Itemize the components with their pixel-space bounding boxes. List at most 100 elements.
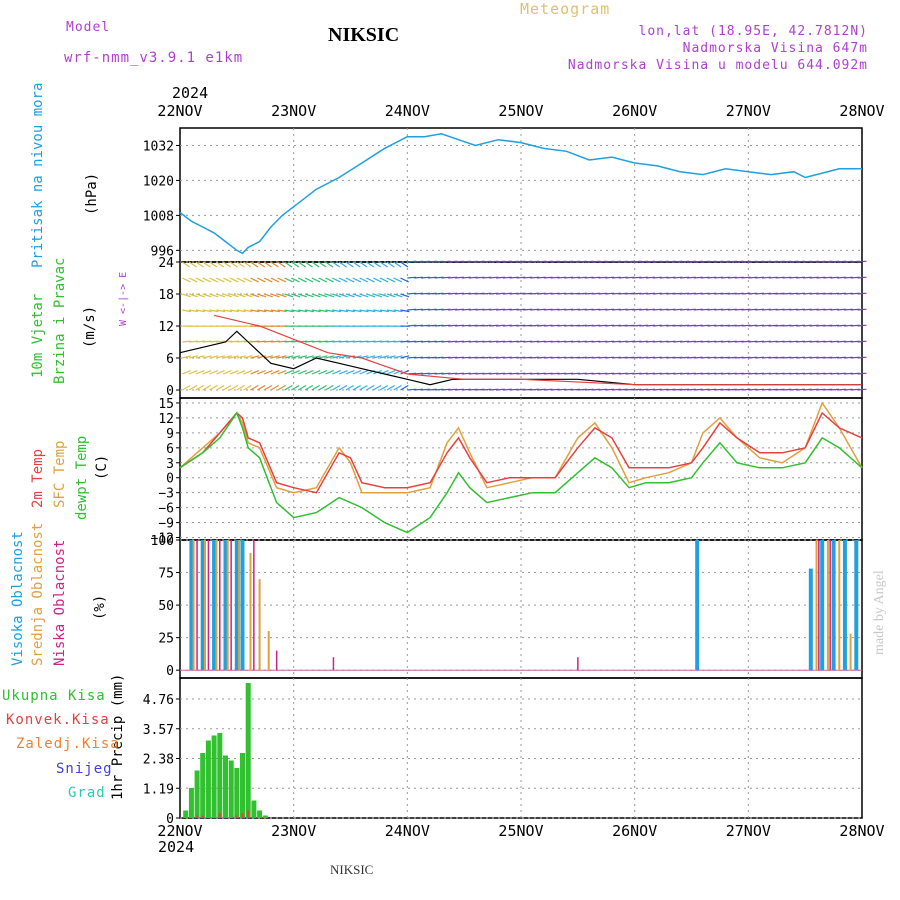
wind-barb: [530, 308, 540, 311]
wind-barb: [304, 355, 314, 359]
wind-barb: [325, 277, 334, 283]
wind-barb: [414, 388, 424, 391]
wind-barb: [557, 308, 567, 311]
wind-barb: [686, 372, 696, 375]
wind-barb: [311, 277, 321, 283]
wind-barb: [366, 261, 375, 268]
wind-barb: [209, 293, 219, 298]
wind-barb: [448, 372, 458, 375]
wind-barb: [816, 388, 826, 391]
wind-barb: [495, 388, 506, 391]
wind-barb: [639, 308, 649, 311]
wind-barb: [536, 324, 546, 327]
wind-barb: [830, 276, 840, 279]
wind-barb: [543, 324, 553, 327]
wind-barb: [632, 356, 642, 359]
wind-barb: [455, 372, 465, 375]
wind-barb: [468, 340, 478, 343]
precip-bar-total: [245, 683, 251, 818]
y-tick-label-temp: 3: [166, 457, 174, 472]
wind-barb: [843, 340, 853, 343]
wind-barb: [311, 340, 321, 343]
wind-barb: [707, 372, 717, 375]
wind-barb: [332, 384, 341, 391]
wind-barb: [850, 340, 860, 343]
wind-barb: [639, 388, 649, 391]
wind-barb: [809, 372, 819, 375]
wind-barb: [727, 308, 737, 311]
year-top: 2024: [172, 84, 209, 102]
wind-barb: [448, 388, 458, 391]
wind-barb: [372, 384, 382, 391]
wind-barb: [509, 276, 519, 279]
wind-barb: [536, 340, 546, 343]
wind-barb: [482, 340, 492, 343]
wind-barb: [366, 309, 376, 313]
wind-barb: [325, 384, 334, 391]
wind-barb: [693, 276, 703, 279]
wind-barb: [755, 292, 765, 295]
wind-barb: [816, 324, 826, 327]
wind-barb: [782, 260, 792, 263]
wind-barb: [359, 384, 368, 391]
wind-barb: [455, 324, 465, 327]
precip-bar-total: [240, 753, 245, 818]
wind-barb: [523, 292, 533, 295]
wind-barb: [816, 276, 826, 279]
wind-barb: [229, 277, 239, 283]
wind-barb: [570, 356, 581, 359]
wind-barb: [434, 308, 444, 311]
wind-barb: [775, 292, 785, 295]
wind-barb: [489, 308, 499, 311]
wind-barb: [195, 355, 205, 359]
wind-barb: [420, 260, 430, 263]
wind-barb: [339, 340, 349, 343]
wind-barb: [400, 340, 410, 343]
wind-barb: [516, 292, 526, 295]
wind-barb: [509, 340, 519, 343]
wind-barb: [270, 309, 280, 313]
cloud-bar-mid: [215, 540, 218, 671]
wind-barb: [632, 340, 642, 343]
wind-barb: [502, 340, 512, 343]
wind-barb: [748, 308, 758, 311]
wind-barb: [666, 292, 676, 295]
wind-barb: [236, 277, 246, 283]
wind-barb: [584, 388, 594, 391]
wind-barb: [755, 340, 765, 343]
wind-barb: [748, 260, 758, 263]
cloud-bar-high: [808, 568, 813, 671]
wind-barb: [264, 340, 274, 343]
wind-barb: [182, 370, 191, 375]
y-tick-label-precip: 1.19: [143, 782, 174, 797]
wind-barb: [352, 340, 362, 343]
wind-barb: [550, 260, 560, 263]
wind-barb: [755, 276, 765, 279]
wind-barb: [223, 355, 233, 359]
wind-barb: [352, 293, 362, 298]
wind-barb: [611, 356, 621, 359]
wind-barb: [270, 293, 280, 298]
wind-barb: [243, 277, 252, 283]
wind-barb: [652, 308, 662, 311]
wind-barb: [693, 340, 703, 343]
wind-barb: [618, 324, 628, 327]
wind-barb: [516, 372, 526, 375]
wind-barb: [202, 309, 212, 313]
wind-barb: [652, 260, 662, 263]
wind-barb: [455, 260, 465, 263]
wind-barb: [598, 260, 608, 263]
wind-barb: [284, 370, 294, 375]
wind-barb: [414, 356, 424, 359]
wind-barb: [209, 309, 219, 313]
wind-barb: [448, 292, 458, 295]
wind-barb: [720, 372, 731, 375]
wind-barb: [298, 355, 308, 359]
wind-barb: [277, 370, 287, 375]
wind-barb: [236, 384, 245, 391]
wind-barb: [857, 292, 867, 295]
wind-barb: [523, 260, 533, 263]
cloud-bar-low: [230, 540, 232, 671]
wind-barb: [509, 372, 519, 375]
wind-barb: [843, 356, 853, 359]
